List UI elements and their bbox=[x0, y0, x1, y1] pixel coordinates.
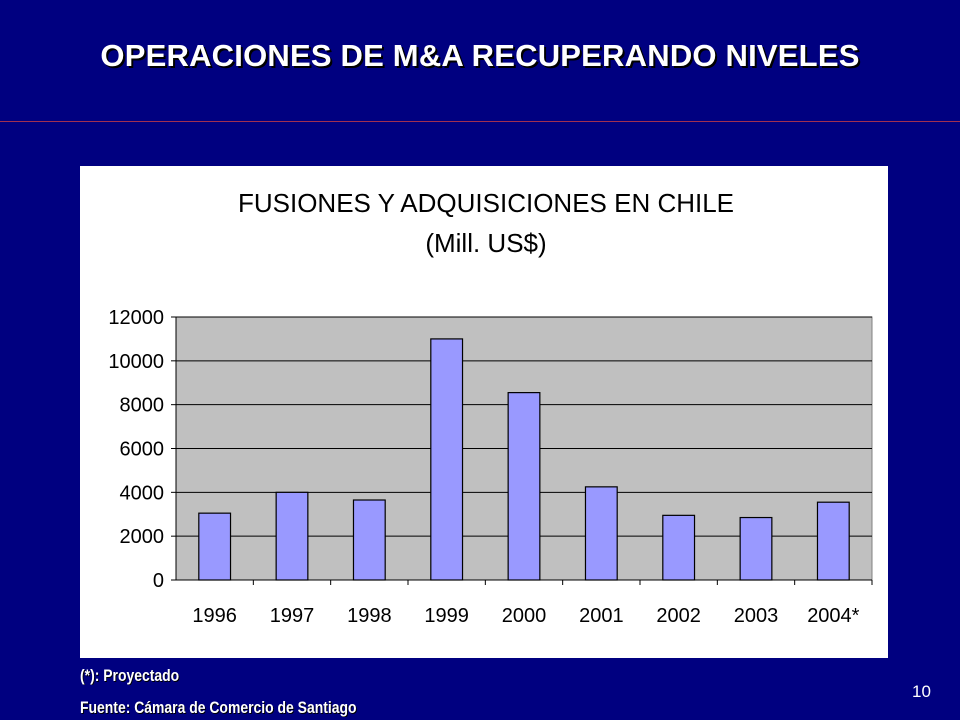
y-tick-label: 8000 bbox=[120, 395, 165, 417]
chart-container: FUSIONES Y ADQUISICIONES EN CHILE (Mill.… bbox=[80, 166, 888, 658]
bar-2004-projected bbox=[816, 501, 850, 581]
source-footnote: Fuente: Cámara de Comercio de Santiago bbox=[80, 698, 357, 717]
bar-chart: FUSIONES Y ADQUISICIONES EN CHILE (Mill.… bbox=[108, 188, 873, 627]
bar-2002 bbox=[662, 514, 696, 581]
x-tick-label: 1997 bbox=[270, 605, 315, 627]
bar-1999 bbox=[430, 338, 464, 581]
slide-title: OPERACIONES DE M&A RECUPERANDO NIVELES bbox=[100, 38, 860, 73]
bar-2001 bbox=[584, 486, 618, 581]
x-tick-label: 1996 bbox=[192, 605, 237, 627]
x-tick-label: 1999 bbox=[424, 605, 469, 627]
x-tick-label: 2001 bbox=[579, 605, 624, 627]
x-tick-label: 2000 bbox=[502, 605, 547, 627]
y-tick-label: 10000 bbox=[108, 351, 164, 373]
x-tick-label: 2003 bbox=[734, 605, 779, 627]
projected-footnote: (*): Proyectado bbox=[80, 666, 180, 685]
plot-area: 0 2000 4000 6000 8000 10000 12000 1996 1997 1998 1… bbox=[108, 307, 873, 627]
y-tick-label: 4000 bbox=[120, 482, 165, 504]
x-tick-label: 1998 bbox=[347, 605, 392, 627]
bar-1998 bbox=[352, 499, 386, 581]
chart-subtitle: (Mill. US$) bbox=[425, 228, 546, 258]
y-tick-label: 0 bbox=[153, 570, 164, 592]
bar-2000 bbox=[507, 392, 541, 581]
page-number: 10 bbox=[912, 682, 931, 701]
y-tick-label: 12000 bbox=[108, 307, 164, 329]
x-tick-label: 2004* bbox=[807, 605, 859, 627]
y-tick-label: 2000 bbox=[120, 526, 165, 548]
chart-title: FUSIONES Y ADQUISICIONES EN CHILE bbox=[238, 188, 734, 218]
x-tick-label: 2002 bbox=[656, 605, 701, 627]
y-tick-label: 6000 bbox=[120, 439, 165, 461]
title-divider bbox=[0, 121, 960, 122]
bar-1996 bbox=[198, 512, 232, 581]
bar-1997 bbox=[275, 491, 309, 581]
bar-2003 bbox=[739, 516, 773, 581]
